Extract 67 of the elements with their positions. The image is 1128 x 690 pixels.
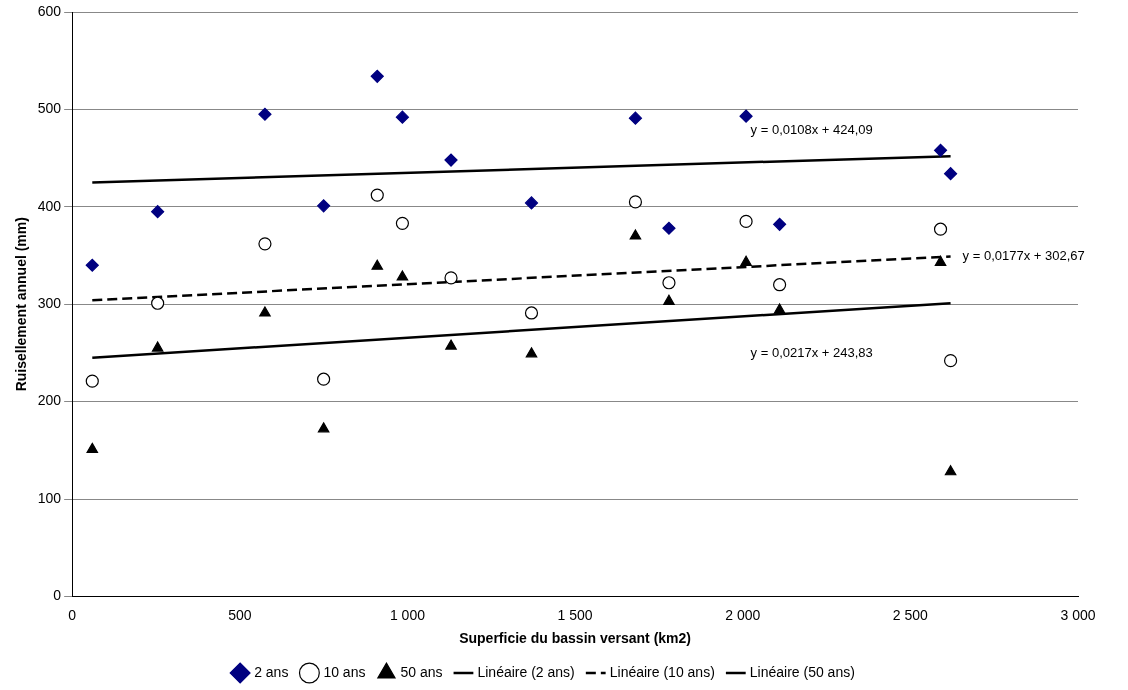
x-tick-label: 1 000	[389, 606, 426, 623]
x-axis-title: Superficie du bassin versant (km2)	[459, 630, 692, 647]
point	[395, 110, 410, 124]
point	[259, 306, 271, 317]
y-tick-label: 600	[37, 2, 62, 19]
y-tick-label: 400	[37, 197, 62, 214]
point	[317, 199, 331, 213]
point	[628, 195, 643, 209]
point	[317, 422, 330, 433]
point	[258, 107, 272, 121]
x-tick-label: 3 000	[1060, 606, 1096, 623]
annotation: y = 0,0217x + 243,83	[750, 344, 873, 360]
point	[444, 271, 458, 285]
point	[258, 237, 272, 251]
point	[151, 341, 164, 352]
annotation: y = 0,0108x + 424,09	[750, 121, 873, 137]
y-axis-title: Ruisellement annuel (mm)	[13, 217, 30, 392]
legend-label: 10 ans	[323, 663, 366, 680]
y-tick-label: 0	[53, 587, 62, 604]
point	[395, 216, 410, 230]
point	[933, 222, 948, 236]
point	[740, 255, 752, 266]
point	[662, 221, 676, 235]
point	[934, 255, 947, 266]
point	[739, 214, 753, 229]
point	[944, 465, 957, 476]
point	[524, 196, 539, 210]
point	[524, 306, 539, 320]
point	[943, 167, 958, 181]
point	[370, 69, 384, 83]
point	[739, 109, 753, 123]
point	[371, 259, 384, 270]
point	[444, 153, 458, 167]
point	[773, 303, 786, 314]
point	[370, 188, 384, 202]
x-tick-label: 500	[228, 606, 252, 623]
point	[662, 276, 676, 290]
point	[151, 205, 165, 219]
x-tick-label: 0	[68, 606, 77, 623]
legend-label: Linéaire (10 ans)	[609, 663, 715, 680]
legend-label: Linéaire (50 ans)	[749, 663, 855, 680]
point	[629, 229, 642, 240]
point	[943, 354, 958, 368]
point	[933, 143, 948, 157]
point	[628, 111, 643, 125]
point	[317, 372, 331, 386]
point	[85, 374, 99, 388]
y-tick-label: 100	[37, 489, 62, 506]
legend-label: 50 ans	[400, 663, 443, 680]
y-tick-label: 200	[37, 392, 62, 409]
point	[525, 347, 538, 358]
y-tick-label: 500	[37, 100, 62, 117]
point	[445, 339, 457, 350]
point	[85, 258, 99, 272]
point	[86, 442, 99, 453]
point	[773, 278, 787, 292]
point	[773, 217, 787, 231]
point	[396, 270, 409, 281]
point	[663, 294, 675, 305]
point	[151, 296, 165, 310]
annotation: y = 0,0177x + 302,67	[962, 248, 1085, 264]
legend-label: Linéaire (2 ans)	[477, 663, 575, 680]
x-tick-label: 2 000	[725, 606, 761, 623]
legend-label: 2 ans	[254, 663, 289, 680]
y-tick-label: 300	[37, 295, 62, 312]
x-tick-label: 2 500	[892, 606, 929, 623]
x-tick-label: 1 500	[557, 606, 593, 623]
